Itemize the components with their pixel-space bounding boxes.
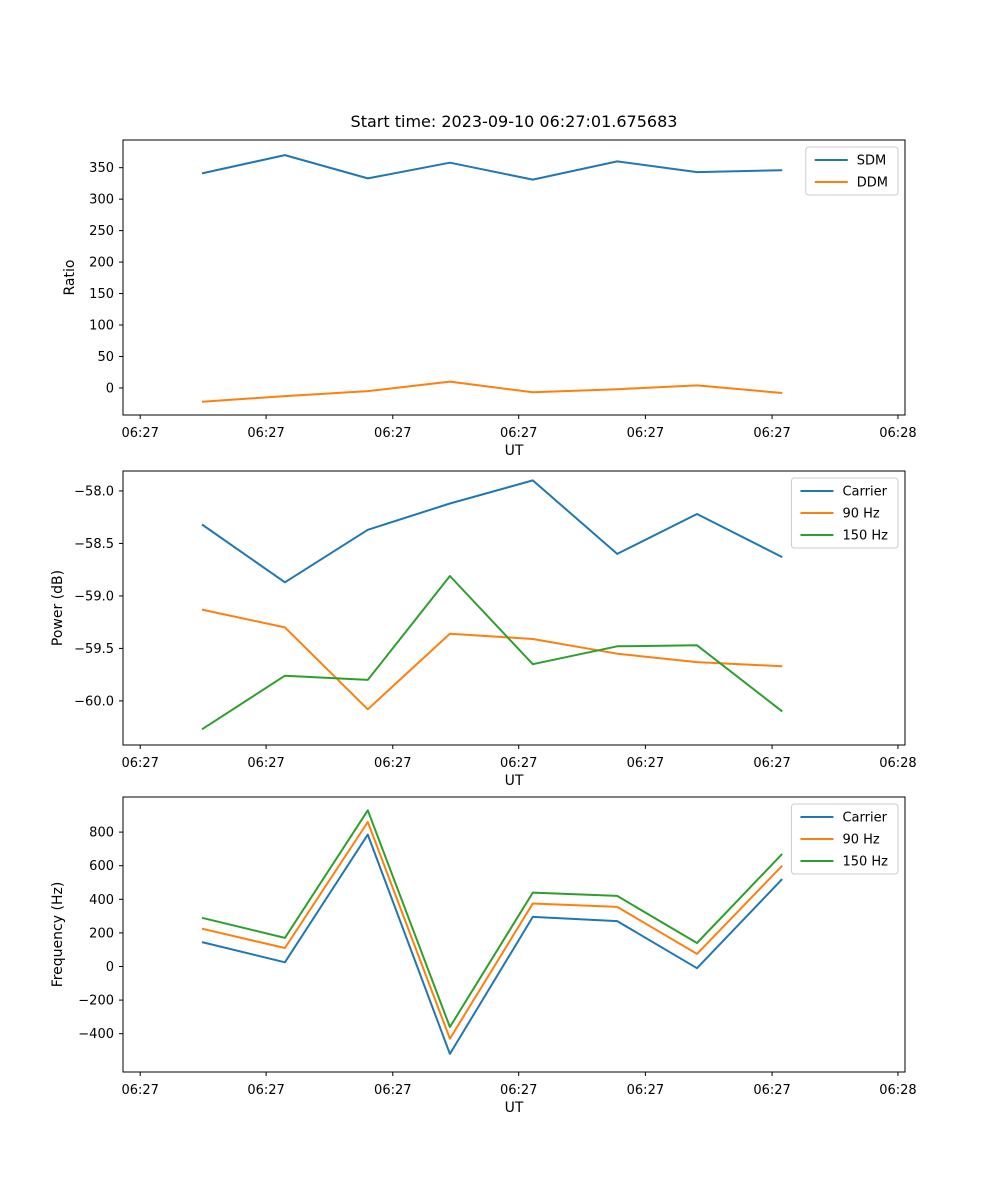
legend-label: 90 Hz — [842, 833, 879, 848]
legend-label: Carrier — [842, 811, 887, 826]
y-tick-label: 100 — [89, 319, 114, 334]
subplot-power: −58.0 −58.5 −59.0 −59.5 −60.0 06:27 06:27 06:27… — [50, 470, 917, 789]
x-axis-label: UT — [505, 773, 524, 789]
y-tick-label: 250 — [89, 224, 114, 239]
x-tick-label: 06:27 — [500, 426, 537, 441]
series-line-150-hz — [201, 575, 783, 731]
y-axis-label: Frequency (Hz) — [50, 882, 66, 988]
legend-label: SDM — [857, 154, 886, 169]
y-tick-label: 300 — [89, 193, 114, 208]
y-tick-label: −59.5 — [74, 642, 114, 657]
series-line-150-hz — [201, 809, 783, 1028]
series-line-carrier — [201, 479, 783, 584]
y-tick-label: −60.0 — [74, 694, 114, 709]
y-tick-label: −200 — [78, 994, 114, 1009]
legend-box — [790, 803, 899, 875]
x-tick-label: 06:27 — [753, 426, 790, 441]
y-axis-label: Ratio — [62, 260, 78, 296]
x-tick-label: 06:27 — [500, 1083, 537, 1098]
y-tick-label: 600 — [89, 859, 114, 874]
y-tick-label: −400 — [78, 1027, 114, 1042]
series-line-sdm — [201, 154, 783, 181]
legend-label: Carrier — [842, 485, 887, 500]
x-tick-label: 06:27 — [753, 1083, 790, 1098]
x-tick-label: 06:27 — [753, 756, 790, 771]
legend-label: 150 Hz — [842, 529, 888, 544]
y-tick-label: −58.0 — [74, 484, 114, 499]
subplot-frequency: 800 600 400 200 0 −200 −400 06:27 06:27 06:27 06:2… — [50, 796, 917, 1116]
axes-spines — [122, 796, 906, 1073]
x-tick-label: 06:27 — [627, 426, 664, 441]
legend: SDM DDM — [805, 146, 899, 196]
x-tick-label: 06:27 — [247, 426, 284, 441]
y-tick-label: −59.0 — [74, 589, 114, 604]
x-tick-label: 06:27 — [374, 1083, 411, 1098]
series-line-carrier — [201, 833, 783, 1055]
y-tick-label: 800 — [89, 826, 114, 841]
y-tick-label: 400 — [89, 893, 114, 908]
y-tick-label: 200 — [89, 256, 114, 271]
y-tick-label: 0 — [106, 960, 114, 975]
x-tick-label: 06:28 — [879, 1083, 916, 1098]
x-tick-label: 06:27 — [247, 1083, 284, 1098]
x-tick-label: 06:27 — [247, 756, 284, 771]
x-tick-label: 06:28 — [879, 756, 916, 771]
x-axis-label: UT — [505, 443, 524, 459]
legend: Carrier 90 Hz 150 Hz — [790, 477, 899, 549]
y-tick-label: 150 — [89, 287, 114, 302]
axes-spines — [122, 139, 906, 416]
legend-box — [790, 477, 899, 549]
x-axis-label: UT — [505, 1100, 524, 1116]
y-tick-label: 350 — [89, 161, 114, 176]
legend: Carrier 90 Hz 150 Hz — [790, 803, 899, 875]
y-tick-label: 0 — [106, 381, 114, 396]
legend-label: 150 Hz — [842, 855, 888, 870]
figure-title: Start time: 2023-09-10 06:27:01.675683 — [350, 112, 678, 131]
x-tick-label: 06:27 — [627, 756, 664, 771]
x-tick-label: 06:28 — [879, 426, 916, 441]
x-tick-label: 06:27 — [121, 1083, 158, 1098]
series-line-90-hz — [201, 608, 783, 711]
x-tick-label: 06:27 — [627, 1083, 664, 1098]
axes-spines — [122, 470, 906, 746]
x-tick-label: 06:27 — [374, 756, 411, 771]
y-tick-label: 200 — [89, 926, 114, 941]
series-line-90-hz — [201, 821, 783, 1040]
x-tick-label: 06:27 — [121, 756, 158, 771]
x-tick-label: 06:27 — [374, 426, 411, 441]
series-line-ddm — [201, 380, 783, 403]
legend-label: 90 Hz — [842, 507, 879, 522]
y-axis-label: Power (dB) — [50, 570, 66, 646]
legend-label: DDM — [857, 176, 888, 191]
x-tick-label: 06:27 — [500, 756, 537, 771]
y-tick-label: 50 — [97, 350, 114, 365]
y-tick-label: −58.5 — [74, 537, 114, 552]
subplot-ratio: 0 50 100 150 200 250 300 350 06:27 06:27 06:27 06:2… — [62, 139, 917, 459]
x-tick-label: 06:27 — [121, 426, 158, 441]
